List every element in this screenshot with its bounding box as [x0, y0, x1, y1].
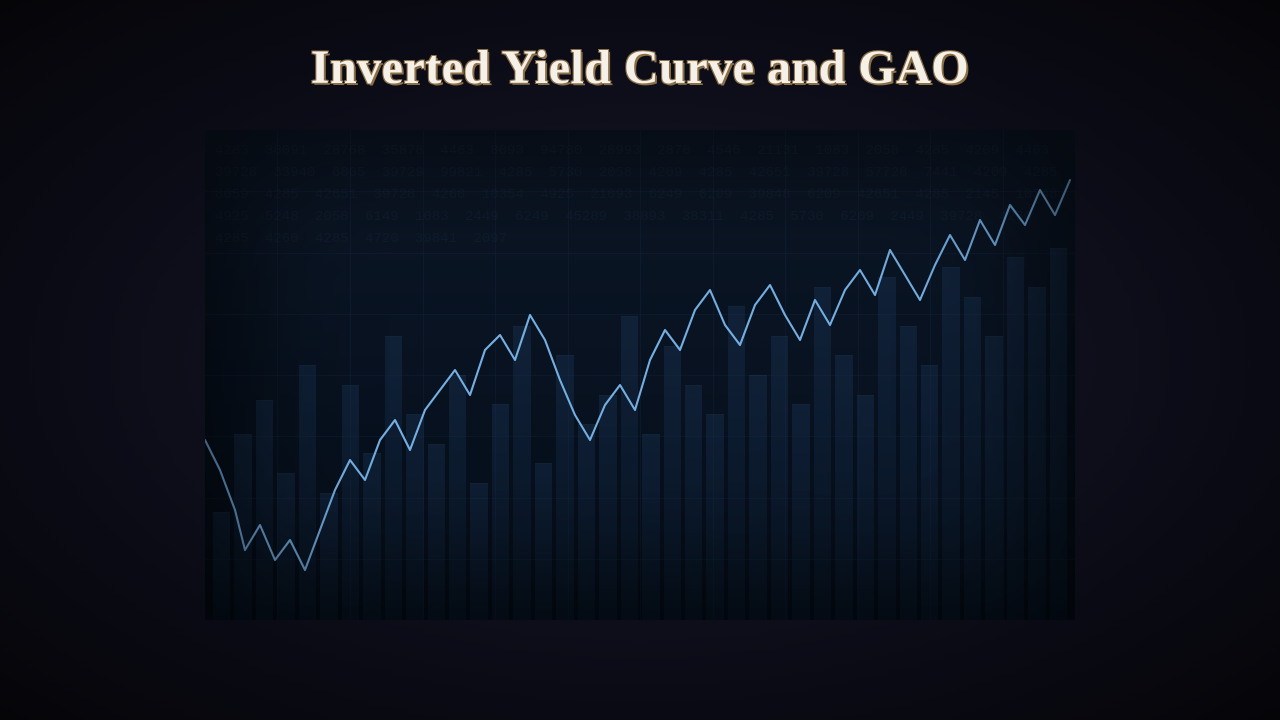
page-title: Inverted Yield Curve and GAO — [311, 40, 969, 95]
stock-chart: 4283 38091 28768 35878 4463 8093 94780 2… — [205, 130, 1075, 620]
chart-line — [205, 130, 1075, 620]
